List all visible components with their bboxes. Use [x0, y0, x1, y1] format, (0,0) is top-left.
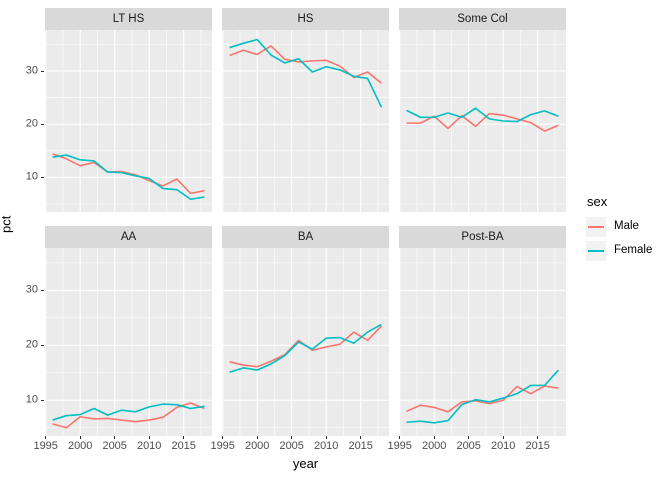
legend-title: sex [587, 194, 608, 209]
y-tick-mark [41, 176, 44, 178]
facet-strip-ba: BA [222, 226, 389, 248]
facet-strip-label: HS [297, 13, 314, 25]
facet-strip-lt-hs: LT HS [45, 8, 212, 30]
y-tick-label: 10 [25, 393, 38, 406]
legend-entry-female: Female [586, 241, 666, 261]
facet-plot-aa [45, 248, 212, 436]
line-female-aa [52, 403, 205, 421]
x-tick-label: 1995 [387, 440, 412, 452]
x-tick-label: 1995 [210, 440, 235, 452]
x-tick-mark [502, 436, 504, 439]
facet-strip-post-ba: Post-BA [399, 226, 566, 248]
y-tick-mark [41, 289, 44, 291]
y-tick-label: 20 [25, 338, 38, 351]
y-tick-mark [41, 70, 44, 72]
x-tick-mark [399, 436, 401, 439]
legend-entry-male: Male [586, 217, 666, 237]
y-tick-label: 20 [25, 117, 38, 130]
facet-panel-post-ba [399, 248, 566, 436]
facet-strip-label: AA [120, 231, 137, 243]
facet-strip-hs: HS [222, 8, 389, 30]
legend-key-female [586, 241, 606, 261]
panel-background [222, 30, 389, 212]
x-axis-title-text: year [292, 456, 319, 471]
line-female-post-ba [406, 369, 560, 424]
x-tick-mark [183, 436, 185, 439]
line-female-ba [229, 323, 382, 373]
gridlines [45, 30, 212, 212]
x-tick-mark [256, 436, 258, 439]
x-tick-mark [360, 436, 362, 439]
facet-plot-lt-hs [45, 30, 212, 212]
line-male-post-ba [406, 385, 559, 413]
x-tick-mark [45, 436, 47, 439]
facet-strip-label: BA [297, 231, 314, 243]
facet-panel-hs [222, 30, 389, 212]
line-female-lt-hs [52, 154, 205, 201]
facet-strip-label: LT HS [112, 13, 145, 25]
x-tick-label: 1995 [33, 440, 58, 452]
x-tick-label: 2005 [456, 440, 481, 452]
x-tick-label: 2015 [525, 440, 550, 452]
gridlines [222, 248, 389, 436]
x-tick-mark [291, 436, 293, 439]
y-tick-label: 30 [25, 64, 38, 77]
x-tick-label: 2005 [102, 440, 127, 452]
male-line-swatch-icon [588, 226, 604, 228]
x-tick-label: 2000 [67, 440, 93, 452]
x-axis-title: year [45, 457, 566, 470]
x-tick-mark [537, 436, 539, 439]
facet-panel-lt-hs [45, 30, 212, 212]
facet-panel-some-col [399, 30, 566, 212]
gridlines [45, 248, 212, 436]
facet-plot-post-ba [399, 248, 566, 436]
legend-key-male [586, 217, 606, 237]
line-male-aa [52, 402, 205, 429]
facet-strip-aa: AA [45, 226, 212, 248]
facet-strip-some-col: Some Col [399, 8, 566, 30]
x-tick-label: 2010 [490, 440, 516, 452]
x-tick-mark [79, 436, 81, 439]
y-tick-label: 30 [25, 283, 38, 296]
line-female-hs [229, 38, 383, 108]
legend-label-female: Female [614, 244, 653, 257]
x-tick-mark [433, 436, 435, 439]
x-tick-label: 2010 [313, 440, 339, 452]
x-tick-label: 2015 [348, 440, 373, 452]
y-axis-title: pct [0, 215, 14, 233]
x-tick-mark [148, 436, 150, 439]
line-female-some-col [406, 107, 559, 123]
facet-strip-label: Post-BA [461, 231, 504, 243]
legend-label-male: Male [614, 220, 639, 233]
facet-strip-label: Some Col [457, 13, 508, 25]
x-tick-label: 2000 [244, 440, 270, 452]
x-tick-mark [325, 436, 327, 439]
x-tick-label: 2005 [279, 440, 304, 452]
y-tick-mark [41, 344, 44, 346]
legend: sex Male Female [586, 194, 666, 265]
line-male-lt-hs [52, 153, 205, 195]
female-line-swatch-icon [588, 250, 604, 252]
facet-plot-hs [222, 30, 389, 212]
x-tick-mark [468, 436, 470, 439]
facet-panel-ba [222, 248, 389, 436]
y-tick-label: 10 [25, 170, 38, 183]
y-tick-mark [41, 123, 44, 125]
panel-background [45, 30, 212, 212]
x-tick-label: 2010 [136, 440, 162, 452]
x-tick-mark [114, 436, 116, 439]
facet-panel-aa [45, 248, 212, 436]
x-tick-label: 2000 [421, 440, 447, 452]
y-tick-mark [41, 399, 44, 401]
facet-plot-ba [222, 248, 389, 436]
x-tick-label: 2015 [171, 440, 196, 452]
panel-background [222, 248, 389, 436]
facet-plot-some-col [399, 30, 566, 212]
x-tick-mark [222, 436, 224, 439]
panel-background [399, 248, 566, 436]
y-axis-title-text: pct [0, 215, 14, 233]
